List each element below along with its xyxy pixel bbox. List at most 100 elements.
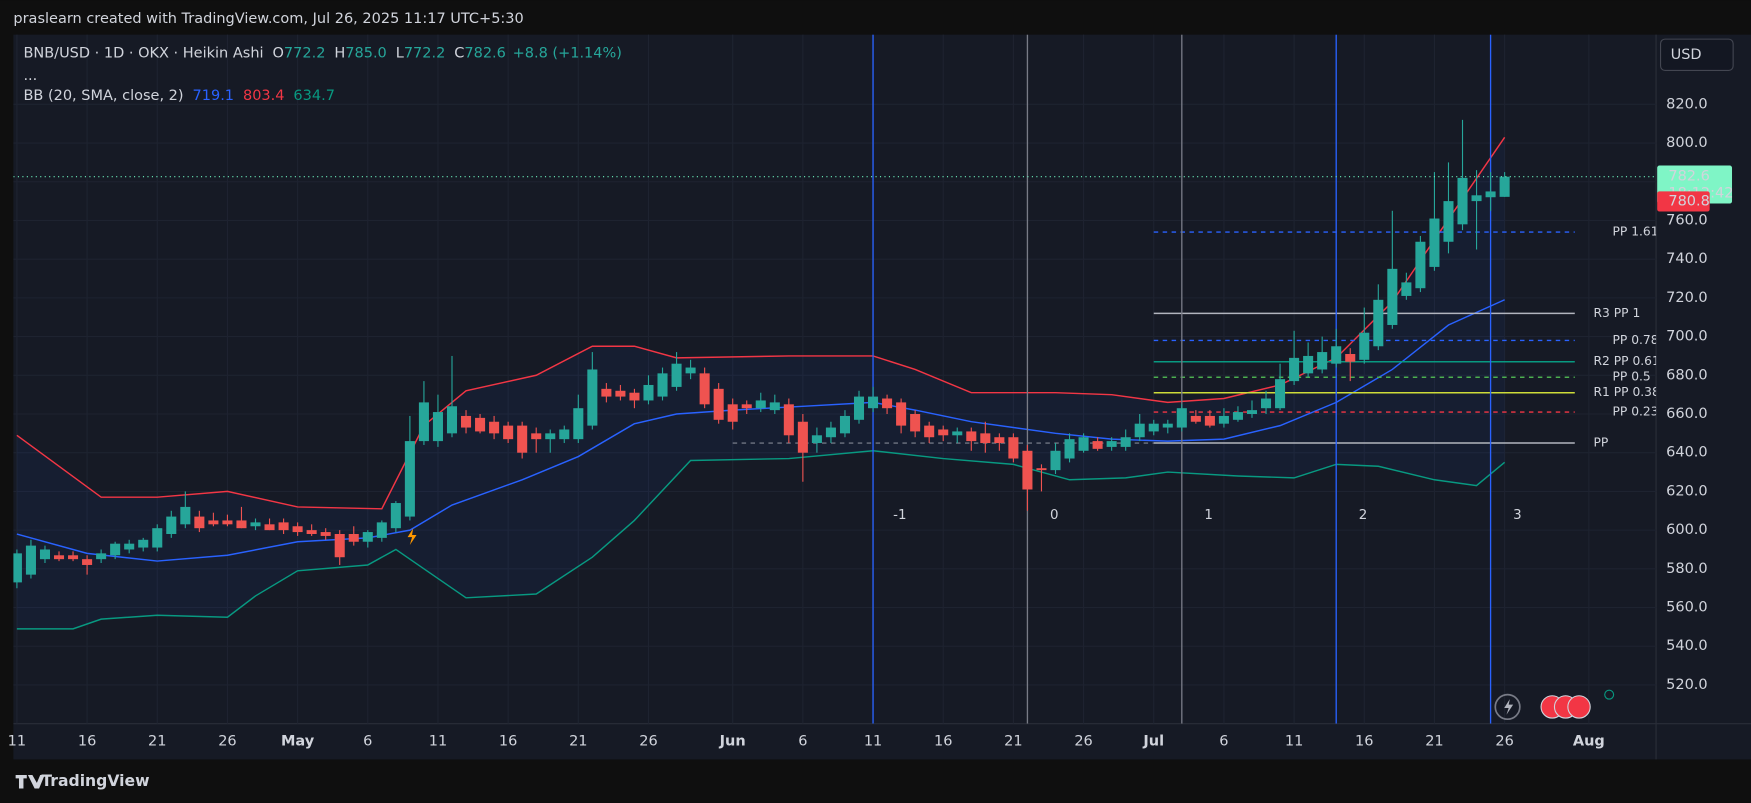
candle-body — [727, 404, 738, 422]
y-tick-label: 620.0 — [1666, 483, 1708, 499]
x-tick-label: 16 — [499, 734, 517, 750]
candle-body — [362, 532, 373, 542]
candle-body — [180, 506, 191, 525]
replay-icon[interactable] — [1494, 693, 1521, 721]
logo-icon — [15, 775, 45, 789]
candle-body — [1232, 412, 1243, 420]
candle-body — [938, 429, 949, 436]
cycle-label: 0 — [1050, 508, 1059, 523]
x-tick-label: 16 — [934, 734, 952, 750]
ohlc-value: 782.6 — [464, 46, 506, 62]
candle-body — [82, 559, 93, 565]
level-label: R3 PP 1 — [1594, 306, 1641, 320]
indicator-legend: BB (20, SMA, close, 2) 719.1 803.4 634.7 — [23, 88, 334, 104]
candle-body — [446, 406, 458, 434]
candle-body — [1134, 423, 1145, 438]
level-label: R1 PP 0.382 — [1594, 385, 1668, 399]
candle-body — [1064, 439, 1075, 459]
x-tick-label: 21 — [1425, 734, 1443, 750]
pane: PP 1.618 R3 PP 1 PP 0.786 R2 PP 0.618 PP 0.5… — [13, 34, 1668, 724]
logo-text: TradingView — [41, 771, 149, 790]
candle-body — [110, 543, 121, 556]
candle-body — [264, 524, 275, 531]
candle-body — [755, 400, 766, 409]
candle-body — [53, 555, 65, 560]
currency-button-label[interactable]: USD — [1671, 47, 1702, 63]
candle-body — [152, 528, 163, 548]
x-tick-label: 21 — [1004, 734, 1022, 750]
cycle-label: 1 — [1204, 508, 1213, 523]
candle-body — [124, 543, 135, 550]
candle-body — [1429, 218, 1440, 267]
candle-body — [390, 503, 401, 529]
candle-body — [1317, 352, 1328, 370]
symbol-legend: BNB/USD · 1D · OKX · Heikin Ashi O772.2 H7… — [23, 46, 622, 62]
candle-body — [222, 520, 233, 525]
candle-body — [685, 367, 696, 374]
more-button[interactable]: ... — [23, 68, 37, 84]
y-tick-label: 660.0 — [1666, 406, 1708, 422]
candle-body — [1022, 450, 1033, 490]
x-tick-label: 11 — [864, 734, 882, 750]
x-tick-label: 11 — [8, 734, 26, 750]
candle-body — [587, 369, 598, 426]
candle-body — [1331, 346, 1342, 364]
candle-body — [96, 553, 107, 560]
x-tick-label: 26 — [639, 734, 657, 750]
y-tick-label: 520.0 — [1666, 677, 1708, 693]
candle-body — [783, 404, 794, 436]
axes: 520.0 540.0 560.0 580.0 600.0 620.0 640.0 660.0… — [8, 96, 1734, 749]
candle-body — [994, 437, 1005, 444]
candle-body — [1148, 423, 1159, 432]
candle-body — [980, 433, 991, 444]
event-flag[interactable] — [1567, 695, 1591, 719]
candle-body — [404, 441, 415, 517]
candle-body — [39, 549, 51, 560]
candle-body — [643, 384, 654, 401]
x-tick-label: Jul — [1142, 734, 1164, 750]
candle-body — [825, 427, 836, 438]
symbol: BNB/USD · 1D · OKX · Heikin Ashi — [23, 46, 263, 62]
level-label: PP 0.5 — [1613, 370, 1651, 384]
x-tick-label: 21 — [148, 734, 166, 750]
level-label: R2 PP 0.618 — [1594, 354, 1668, 368]
candle-body — [1387, 268, 1398, 325]
band-line — [16, 299, 1505, 562]
candle-body — [503, 425, 514, 440]
level-label: PP — [1594, 436, 1609, 450]
ohlc-key: C — [454, 46, 464, 62]
candle-body — [573, 408, 584, 440]
candle-body — [1303, 355, 1314, 374]
y-tick-label: 600.0 — [1666, 522, 1708, 538]
candle-body — [741, 404, 752, 409]
candle-body — [657, 373, 668, 397]
bolt-icon — [1504, 699, 1514, 715]
cycle-label: 3 — [1513, 508, 1522, 523]
x-tick-label: May — [281, 734, 315, 750]
candle-body — [1008, 437, 1019, 459]
candle-body — [194, 516, 205, 529]
level-label: PP 0.236 — [1613, 405, 1667, 419]
candle-body — [1092, 441, 1103, 449]
x-tick-label: Jun — [719, 734, 746, 750]
candle-body — [882, 398, 893, 409]
cycle-label: 2 — [1359, 508, 1368, 523]
candle-body — [1443, 201, 1454, 242]
currency-button[interactable] — [1659, 38, 1734, 71]
candle-body — [1078, 437, 1089, 451]
ohlc-key: H — [334, 46, 345, 62]
candle-body — [475, 417, 486, 432]
candle-body — [166, 516, 177, 534]
candle-body — [853, 396, 865, 420]
candle-body — [1120, 437, 1131, 447]
candle-body — [769, 402, 780, 411]
y-tick-label: 740.0 — [1666, 251, 1708, 267]
candle-body — [1485, 191, 1496, 198]
candle-body — [868, 396, 879, 409]
level-label: PP 1.618 — [1613, 225, 1667, 239]
candle-body — [797, 421, 808, 453]
candle-body — [334, 533, 345, 558]
ohlc-value: 772.2 — [404, 46, 446, 62]
candle-body — [1359, 332, 1370, 360]
